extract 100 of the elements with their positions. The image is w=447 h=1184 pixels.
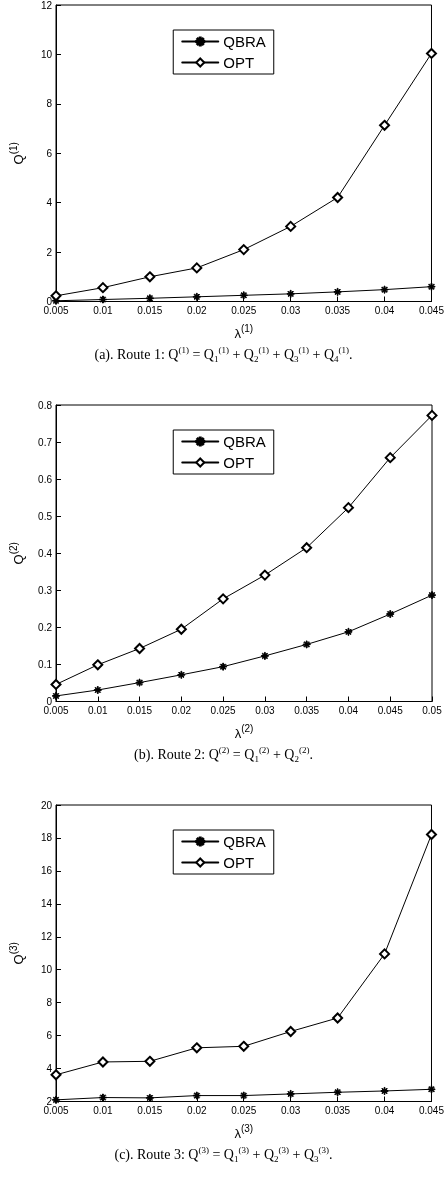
point (191, 1042, 203, 1054)
legend-label: OPT (223, 54, 255, 71)
x-tick-label: 0.025 (231, 1105, 257, 1116)
x-tick-label: 0.04 (338, 705, 359, 716)
point (50, 678, 62, 690)
point (342, 502, 354, 514)
point (286, 289, 295, 298)
x-tick-label: 0.03 (280, 305, 301, 316)
x-tick-label: 0.035 (294, 705, 320, 716)
x-tick-label: 0.035 (325, 1105, 351, 1116)
point (238, 244, 250, 256)
y-tick-label: 10 (40, 48, 53, 60)
y-tick-label: 4 (46, 197, 53, 209)
legend-label: QBRA (223, 833, 266, 850)
x-tick-label: 0.01 (88, 705, 108, 716)
x-tick-label: 0.045 (377, 705, 404, 716)
y-tick-label: 0 (46, 696, 53, 707)
x-tick-label: 0.02 (187, 1105, 207, 1116)
point (92, 659, 104, 671)
x-tick-label: 0.015 (137, 305, 163, 316)
point (135, 678, 144, 687)
point (427, 1085, 436, 1094)
y-tick-label: 6 (46, 1030, 53, 1042)
point (425, 828, 437, 840)
point (285, 1025, 297, 1037)
point (259, 569, 271, 581)
text: (c). Route 3: Q$^{(3)}$ = Q$_{1}$$^{(3)}$ + Q$_{2}$$^{(3)}$ + Q$_{3}$$^{(3)}$. (114, 1145, 333, 1165)
x-tick-label: 0.025 (210, 705, 237, 716)
y-axis-title: Q(2) (7, 542, 26, 565)
x-tick-label: 0.005 (43, 705, 69, 716)
legend-label: QBRA (223, 433, 266, 450)
y-tick-label: 16 (40, 865, 53, 877)
x-tick-label: 0.025 (231, 305, 257, 316)
point (427, 282, 436, 291)
y-tick-label: 6 (46, 147, 53, 159)
y-tick-label: 12 (40, 931, 53, 943)
x-tick-label: 0.015 (137, 1105, 163, 1116)
y-axis-title: Q(1) (7, 142, 26, 165)
point (98, 295, 107, 304)
point (380, 1086, 389, 1095)
point (145, 294, 154, 303)
y-tick-label: 8 (46, 997, 53, 1009)
point (285, 220, 297, 232)
y-tick-label: 8 (46, 98, 53, 110)
x-tick-label: 0.035 (325, 305, 351, 316)
x-tick-label: 0.02 (171, 705, 192, 716)
legend-label: OPT (223, 854, 255, 871)
y-tick-label: 12 (40, 0, 53, 11)
y-tick-label: 0.3 (38, 584, 53, 596)
point (144, 271, 156, 283)
x-tick-label: 0.02 (187, 305, 207, 316)
legend-label: OPT (223, 454, 255, 471)
y-tick-label: 10 (40, 964, 53, 976)
y-tick-label: 0.8 (38, 399, 53, 411)
point (134, 643, 146, 654)
y-tick-label: 0 (46, 296, 53, 307)
x-tick-label: 0.01 (93, 305, 114, 316)
x-tick-label: 0.005 (43, 1105, 69, 1116)
point (425, 47, 437, 59)
point (379, 119, 391, 131)
x-tick-label: 0.04 (374, 305, 395, 316)
y-tick-label: 18 (40, 832, 53, 844)
x-tick-label: 0.045 (418, 1105, 445, 1116)
x-tick-label: 0.045 (418, 305, 445, 316)
point (301, 542, 313, 554)
x-tick-label: 0.04 (374, 1105, 395, 1116)
point (98, 1093, 107, 1102)
y-tick-label: 2 (46, 246, 53, 258)
x-tick-label: 0.03 (255, 705, 276, 716)
y-tick-label: 0.7 (38, 436, 53, 448)
point (175, 623, 187, 635)
point (97, 282, 109, 294)
x-tick-label: 0.015 (127, 705, 153, 716)
text: (b). Route 2: Q$^{(2)}$ = Q$_{1}$$^{(2)}$ + Q$_{2}$$^{(2)}$. (134, 745, 313, 765)
y-tick-label: 2 (46, 1096, 53, 1107)
legend-label: QBRA (223, 33, 266, 50)
y-tick-label: 0.6 (38, 473, 53, 485)
point (344, 627, 353, 636)
y-axis-title: Q(3) (7, 942, 26, 965)
x-tick-label: 0.03 (280, 1105, 301, 1116)
point (380, 285, 389, 294)
point (217, 593, 229, 605)
y-tick-label: 0.1 (38, 658, 53, 670)
y-tick-label: 0.4 (38, 547, 53, 559)
point (384, 452, 396, 464)
point (144, 1055, 156, 1067)
y-tick-label: 14 (40, 898, 53, 910)
text: (a). Route 1: Q$^{(1)}$ = Q$_{1}$$^{(1)}$ + Q$_{2}$$^{(1)}$ + Q$_{3}$$^{(1)}$ + Q$_{4}$$^{(1)}$. (94, 345, 353, 365)
point (50, 1069, 62, 1081)
point (332, 191, 344, 203)
point (52, 1095, 60, 1104)
point (379, 948, 391, 960)
point (191, 262, 203, 274)
point (238, 1040, 250, 1052)
y-tick-label: 4 (46, 1063, 53, 1075)
point (332, 1012, 344, 1024)
y-tick-label: 20 (40, 799, 53, 811)
y-tick-label: 0.2 (38, 621, 53, 633)
y-tick-label: 0.5 (38, 510, 53, 522)
x-tick-label: 0.01 (93, 1105, 114, 1116)
